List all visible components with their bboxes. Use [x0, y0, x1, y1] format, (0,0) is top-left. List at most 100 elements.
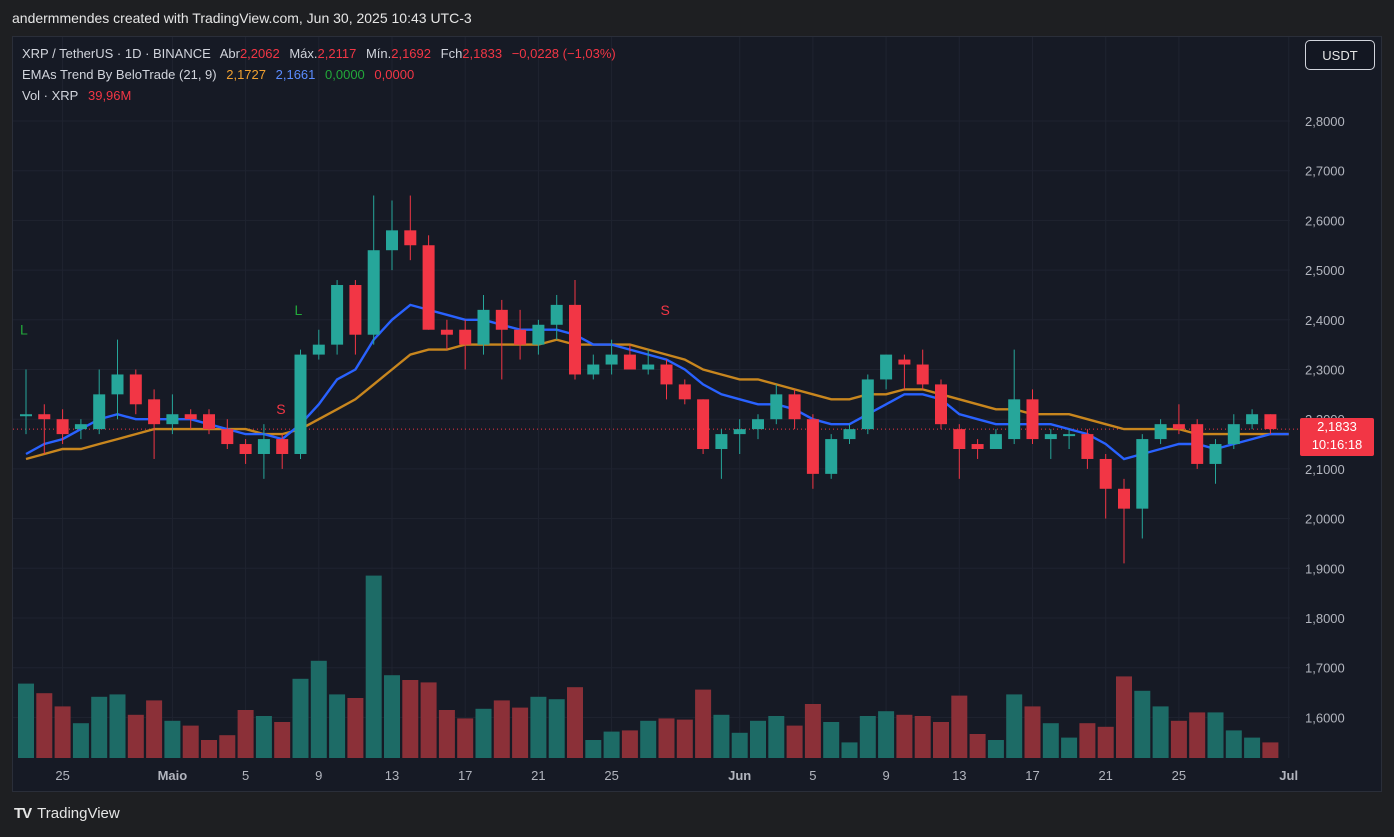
x-tick-label: 25 — [55, 768, 69, 783]
volume-bar — [1244, 737, 1261, 758]
volume-bar — [804, 704, 821, 758]
candle-body — [1264, 414, 1277, 430]
candle-body — [532, 324, 545, 345]
candle-body — [459, 329, 472, 345]
volume-bar — [658, 718, 675, 758]
low-value: 2,1692 — [391, 46, 431, 61]
volume-bar — [347, 698, 364, 758]
volume-bar — [72, 723, 89, 758]
candle-body — [203, 414, 215, 430]
volume-bar — [969, 734, 986, 758]
candle-body — [1172, 424, 1185, 430]
volume-bar — [384, 675, 400, 758]
candle-body — [422, 245, 435, 330]
volume-bar — [493, 700, 510, 758]
candle-body — [514, 329, 527, 345]
volume-bar — [548, 699, 565, 758]
y-tick-label: 2,5000 — [1305, 263, 1345, 278]
ema-legend[interactable]: EMAs Trend By BeloTrade (21, 9) 2,1727 2… — [22, 67, 420, 82]
volume-bar — [786, 725, 803, 758]
volume-bar — [420, 682, 437, 758]
y-tick-label: 1,6000 — [1305, 710, 1345, 725]
ema-value-1: 2,1727 — [226, 67, 266, 82]
y-tick-label: 2,1000 — [1305, 462, 1345, 477]
candle-body — [56, 419, 69, 435]
candle-body — [1063, 434, 1076, 437]
candle-body — [843, 429, 856, 440]
volume-legend[interactable]: Vol · XRP 39,96M — [22, 88, 137, 103]
y-tick-label: 2,7000 — [1305, 164, 1345, 179]
candle-body — [898, 359, 911, 365]
candle-body — [825, 439, 838, 474]
volume-bar — [292, 678, 309, 758]
currency-button[interactable]: USDT — [1305, 40, 1375, 70]
candle-body — [386, 230, 398, 251]
candle-body — [257, 439, 270, 454]
volume-bar — [1207, 712, 1224, 758]
candle-body — [715, 434, 728, 450]
volume-bar — [585, 740, 602, 758]
candle-body — [1044, 434, 1057, 440]
candle-body — [733, 429, 746, 435]
x-tick-label: 25 — [604, 768, 618, 783]
candle-body — [587, 364, 600, 375]
volume-bar — [182, 725, 199, 758]
volume-bar — [310, 660, 327, 758]
ema-fast-line — [25, 303, 1289, 461]
volume-bar — [914, 716, 931, 758]
volume-bar — [1042, 723, 1059, 758]
symbol-name[interactable]: XRP / TetherUS · 1D · BINANCE — [22, 46, 211, 61]
candle-body — [93, 394, 106, 430]
volume-bar — [640, 720, 657, 758]
x-tick-label: 17 — [1025, 768, 1039, 783]
candle-body — [1081, 434, 1094, 459]
volume-bar — [1189, 712, 1206, 758]
volume-bar — [365, 575, 382, 758]
candle-body — [1008, 399, 1021, 440]
volume-value: 39,96M — [87, 88, 132, 103]
candle-body — [806, 419, 819, 474]
candle-body — [1026, 399, 1039, 440]
symbol-legend: XRP / TetherUS · 1D · BINANCE Abr2,2062 … — [22, 46, 622, 61]
chart-frame[interactable] — [12, 36, 1382, 792]
volume-bar — [1116, 676, 1132, 758]
volume-bar — [402, 680, 419, 758]
volume-bar — [164, 720, 181, 758]
volume-bar — [896, 714, 913, 758]
volume-bar — [768, 716, 785, 758]
candle-body — [1118, 488, 1130, 509]
volume-bar — [201, 740, 217, 758]
candle-body — [477, 309, 490, 345]
volume-bar — [1097, 726, 1114, 758]
candle-body — [129, 374, 142, 405]
signal-label: S — [276, 401, 285, 417]
volume-bar — [1079, 723, 1096, 758]
candle-body — [74, 424, 87, 430]
volume-bar — [695, 689, 712, 758]
candle-body — [880, 354, 893, 380]
candle-body — [1099, 458, 1112, 489]
candle-body — [752, 419, 764, 430]
close-value: 2,1833 — [462, 46, 503, 61]
candle-body — [1154, 424, 1167, 440]
volume-bar — [987, 740, 1004, 758]
volume-bar — [18, 683, 34, 758]
candle-body — [697, 399, 710, 450]
volume-bar — [329, 694, 346, 758]
ema-slow-line — [25, 338, 1289, 461]
candle-body — [569, 304, 581, 375]
volume-bar — [219, 735, 236, 758]
volume-bar — [713, 714, 730, 758]
x-tick-label: 5 — [242, 768, 249, 783]
candle-body — [20, 414, 32, 417]
candle-body — [1191, 424, 1204, 464]
candle-body — [953, 429, 966, 450]
volume-indicator-name: Vol · XRP — [22, 88, 79, 103]
candle-body — [1227, 424, 1240, 445]
x-tick-label: Jul — [1279, 768, 1298, 783]
y-tick-label: 2,6000 — [1305, 213, 1345, 228]
volume-bar — [109, 694, 126, 758]
y-tick-label: 2,8000 — [1305, 114, 1345, 129]
x-tick-label: 17 — [458, 768, 472, 783]
